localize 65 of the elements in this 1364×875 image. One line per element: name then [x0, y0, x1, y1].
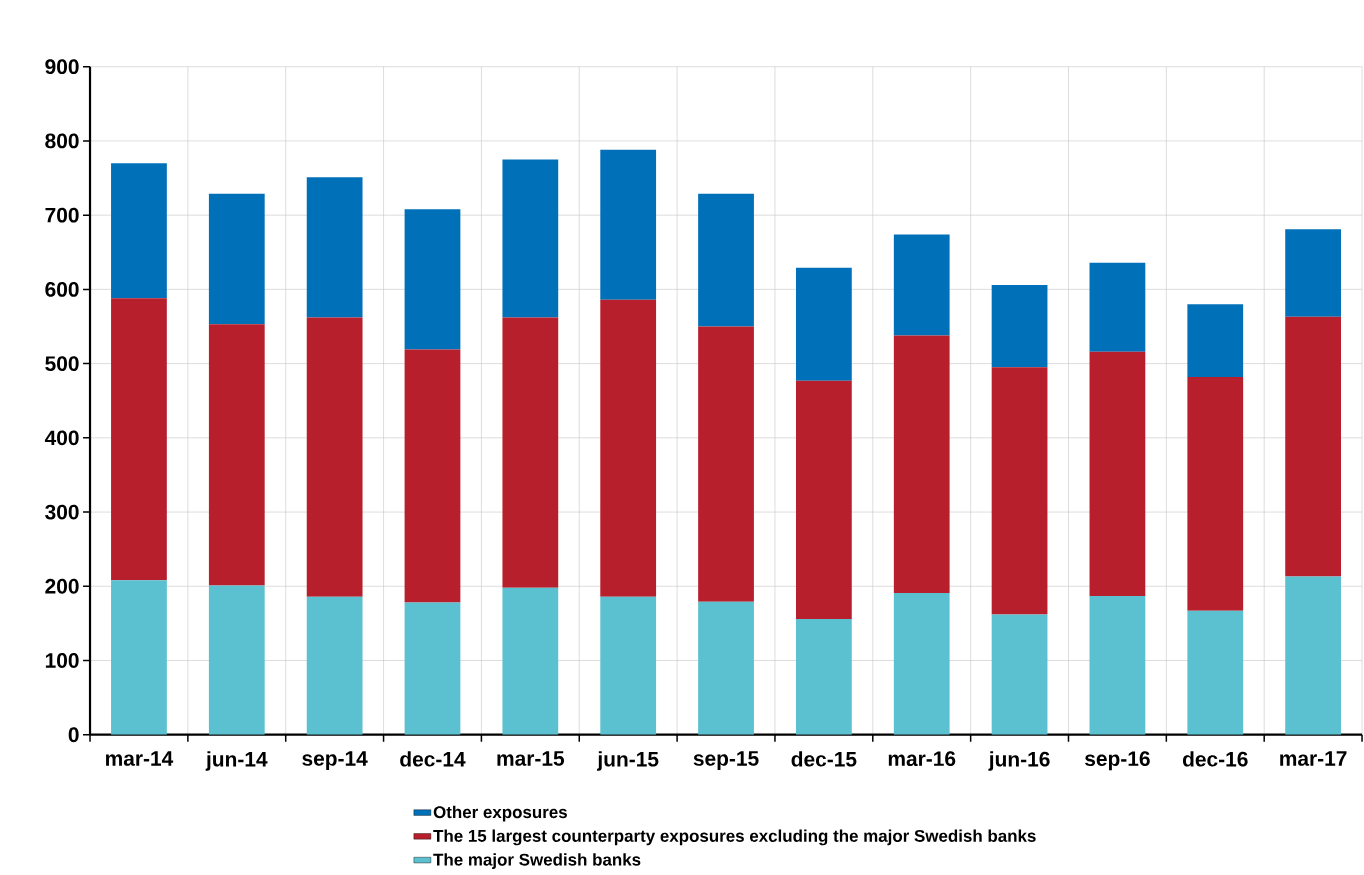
- x-tick-label: jun-16: [988, 751, 1050, 771]
- bar: [208, 324, 265, 586]
- bar: [306, 317, 363, 597]
- bar: [893, 234, 950, 336]
- y-tick-label: 900: [45, 59, 79, 75]
- y-tick-label: 700: [45, 207, 79, 223]
- bar: [1285, 229, 1341, 317]
- bar: [502, 159, 559, 318]
- bar: [404, 602, 461, 735]
- x-tick-label: dec-16: [1182, 751, 1248, 767]
- bar: [111, 163, 167, 299]
- bar: [404, 349, 461, 603]
- x-tick-label: mar-15: [497, 751, 565, 766]
- bar: [1187, 376, 1244, 611]
- bar: [404, 209, 461, 350]
- x-tick-label: sep-16: [1085, 751, 1150, 771]
- y-tick-label: 100: [45, 653, 79, 668]
- y-tick-label: 800: [45, 133, 79, 149]
- y-tick-label: 0: [68, 727, 79, 743]
- x-tick-label: mar-17: [1280, 751, 1347, 766]
- bar: [111, 298, 167, 581]
- bar: [1285, 316, 1341, 577]
- bar: [698, 601, 754, 735]
- bar: [208, 193, 265, 325]
- bar: [111, 580, 167, 735]
- x-tick-label: sep-14: [302, 751, 368, 770]
- bar: [1285, 576, 1341, 735]
- legend-label: The major Swedish banks: [433, 853, 641, 869]
- bar: [991, 284, 1048, 368]
- bar: [795, 618, 852, 735]
- bar: [1187, 304, 1244, 377]
- bar: [600, 299, 657, 597]
- x-tick-label: jun-15: [597, 751, 659, 771]
- bar: [991, 367, 1048, 615]
- y-tick-label: 200: [45, 578, 79, 594]
- y-tick-label: 600: [45, 281, 79, 297]
- bar: [502, 317, 559, 588]
- bar: [795, 380, 852, 619]
- y-tick-label: 300: [45, 504, 79, 520]
- bar: [600, 596, 657, 735]
- bar: [600, 149, 657, 300]
- bar: [698, 193, 754, 327]
- x-tick-label: jun-14: [205, 751, 268, 771]
- bar: [1089, 262, 1146, 352]
- x-tick-label: mar-16: [888, 751, 956, 767]
- bar: [306, 596, 363, 735]
- x-tick-label: dec-15: [791, 751, 857, 767]
- x-tick-label: mar-14: [106, 751, 174, 766]
- bar: [893, 592, 950, 735]
- bar: [1089, 595, 1146, 735]
- x-tick-label: sep-15: [693, 751, 759, 770]
- x-tick-label: dec-14: [400, 751, 466, 767]
- y-tick-label: 500: [45, 356, 79, 372]
- bar: [698, 326, 754, 602]
- bar: [1187, 610, 1244, 735]
- bar: [306, 177, 363, 318]
- bar: [208, 585, 265, 735]
- y-tick-label: 400: [44, 430, 79, 446]
- bar: [502, 587, 559, 735]
- bar: [795, 267, 852, 381]
- bar: [991, 614, 1048, 735]
- bar: [893, 335, 950, 593]
- bar: [1089, 351, 1146, 596]
- legend-label: Other exposures: [433, 805, 567, 822]
- legend-label: The 15 largest counterparty exposures excluding the major Swedish banks: [433, 829, 1036, 846]
